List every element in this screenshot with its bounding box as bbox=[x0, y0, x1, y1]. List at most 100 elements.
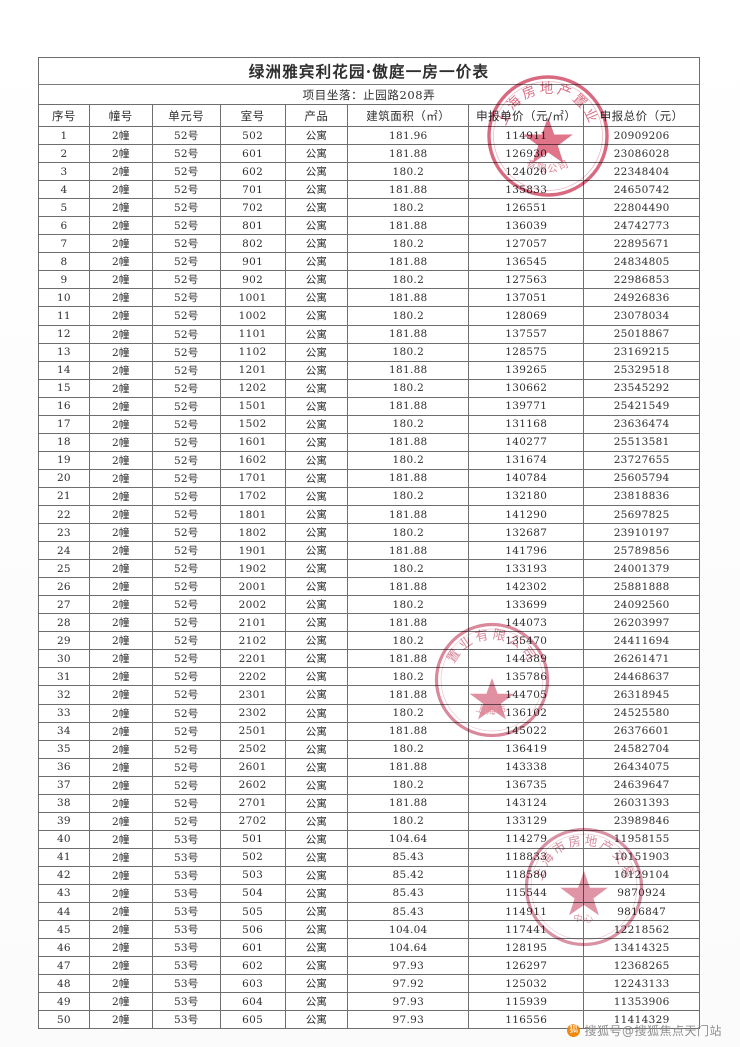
cell-product: 公寓 bbox=[284, 162, 349, 182]
table-body: 1 2幢 52号 502 公寓 181.96 114911 20909206 2 2幢 52号 601… bbox=[38, 125, 700, 1030]
cell-building: 2幢 bbox=[88, 523, 153, 543]
cell-area: 180.2 bbox=[347, 775, 470, 795]
cell-room: 2301 bbox=[219, 685, 286, 705]
cell-unitprice: 140784 bbox=[468, 468, 585, 488]
cell-seq: 46 bbox=[38, 938, 90, 958]
cell-seq: 32 bbox=[38, 685, 90, 705]
cell-room: 602 bbox=[219, 956, 286, 976]
cell-area: 180.2 bbox=[347, 234, 470, 254]
cell-seq: 22 bbox=[38, 504, 90, 525]
cell-seq: 12 bbox=[38, 324, 90, 344]
cell-unitprice: 118580 bbox=[468, 865, 585, 885]
cell-seq: 19 bbox=[38, 450, 90, 470]
cell-unit: 52号 bbox=[151, 667, 221, 687]
cell-building: 2幢 bbox=[88, 631, 153, 651]
cell-seq: 30 bbox=[38, 649, 90, 669]
cell-unitprice: 117441 bbox=[468, 920, 585, 940]
cell-room: 2601 bbox=[219, 757, 286, 777]
cell-unitprice: 125032 bbox=[468, 974, 585, 994]
table-row: 42 2幢 53号 503 公寓 85.42 118580 10129104 bbox=[38, 865, 700, 885]
cell-totalprice: 13414325 bbox=[583, 938, 700, 958]
cell-seq: 29 bbox=[38, 631, 90, 651]
column-header-totalprice: 申报总价（元） bbox=[583, 104, 700, 127]
cell-product: 公寓 bbox=[284, 992, 349, 1012]
cell-room: 601 bbox=[219, 938, 286, 958]
cell-unit: 52号 bbox=[151, 288, 221, 308]
cell-seq: 49 bbox=[38, 992, 90, 1012]
cell-building: 2幢 bbox=[88, 162, 153, 182]
cell-room: 2702 bbox=[219, 811, 286, 831]
cell-unit: 52号 bbox=[151, 757, 221, 777]
cell-room: 2002 bbox=[219, 595, 286, 615]
cell-product: 公寓 bbox=[284, 631, 349, 651]
cell-unitprice: 141290 bbox=[468, 504, 585, 525]
cell-product: 公寓 bbox=[284, 883, 349, 904]
cell-area: 85.43 bbox=[347, 902, 470, 922]
cell-building: 2幢 bbox=[88, 883, 153, 904]
project-location: 项目坐落：止园路208弄 bbox=[38, 84, 700, 105]
cell-unitprice: 137051 bbox=[468, 288, 585, 308]
cell-seq: 10 bbox=[38, 288, 90, 308]
cell-room: 506 bbox=[219, 920, 286, 940]
cell-seq: 50 bbox=[38, 1010, 90, 1030]
cell-totalprice: 26318945 bbox=[583, 685, 700, 705]
table-row: 33 2幢 52号 2302 公寓 180.2 136102 24525580 bbox=[38, 703, 700, 723]
cell-seq: 38 bbox=[38, 793, 90, 813]
cell-building: 2幢 bbox=[88, 739, 153, 759]
cell-totalprice: 24639647 bbox=[583, 775, 700, 795]
cell-room: 2501 bbox=[219, 721, 286, 741]
cell-unitprice: 132180 bbox=[468, 486, 585, 506]
cell-area: 181.88 bbox=[347, 396, 470, 416]
cell-area: 181.88 bbox=[347, 721, 470, 741]
cell-unit: 53号 bbox=[151, 865, 221, 885]
cell-unit: 52号 bbox=[151, 414, 221, 434]
cell-area: 85.42 bbox=[347, 865, 470, 885]
cell-seq: 28 bbox=[38, 613, 90, 633]
table-header-row: 序号 幢号 单元号 室号 产品 建筑面积（㎡） 申报单价（元/㎡） 申报总价（元） bbox=[38, 104, 700, 127]
cell-building: 2幢 bbox=[88, 234, 153, 254]
table-row: 22 2幢 52号 1801 公寓 181.88 141290 25697825 bbox=[38, 504, 700, 525]
table-row: 38 2幢 52号 2701 公寓 181.88 143124 26031393 bbox=[38, 793, 700, 813]
cell-totalprice: 25605794 bbox=[583, 468, 700, 488]
cell-unit: 52号 bbox=[151, 595, 221, 615]
cell-product: 公寓 bbox=[284, 144, 349, 164]
cell-unit: 52号 bbox=[151, 306, 221, 326]
cell-product: 公寓 bbox=[284, 703, 349, 723]
cell-unitprice: 142302 bbox=[468, 577, 585, 597]
cell-room: 1101 bbox=[219, 324, 286, 344]
cell-product: 公寓 bbox=[284, 865, 349, 885]
cell-totalprice: 22804490 bbox=[583, 198, 700, 218]
cell-building: 2幢 bbox=[88, 432, 153, 452]
table-row: 4 2幢 52号 701 公寓 181.88 135833 24650742 bbox=[38, 180, 700, 200]
cell-product: 公寓 bbox=[284, 1010, 349, 1030]
table-row: 28 2幢 52号 2101 公寓 181.88 144073 26203997 bbox=[38, 613, 700, 633]
cell-area: 181.88 bbox=[347, 613, 470, 633]
cell-area: 180.2 bbox=[347, 739, 470, 759]
cell-unit: 52号 bbox=[151, 739, 221, 759]
table-row: 48 2幢 53号 603 公寓 97.92 125032 12243133 bbox=[38, 974, 700, 994]
cell-product: 公寓 bbox=[284, 342, 349, 362]
cell-totalprice: 12368265 bbox=[583, 956, 700, 976]
cell-building: 2幢 bbox=[88, 1010, 153, 1030]
cell-area: 180.2 bbox=[347, 595, 470, 615]
footer-watermark-text: 搜狐号@搜狐焦点天门站 bbox=[584, 1024, 722, 1038]
cell-unitprice: 128195 bbox=[468, 938, 585, 958]
cell-unit: 53号 bbox=[151, 920, 221, 940]
cell-room: 1901 bbox=[219, 541, 286, 561]
cell-totalprice: 24468637 bbox=[583, 667, 700, 687]
cell-unitprice: 141796 bbox=[468, 541, 585, 561]
cell-building: 2幢 bbox=[88, 685, 153, 705]
cell-unitprice: 131674 bbox=[468, 450, 585, 470]
cell-unit: 52号 bbox=[151, 523, 221, 543]
cell-unitprice: 137557 bbox=[468, 324, 585, 344]
cell-room: 1801 bbox=[219, 504, 286, 525]
cell-area: 180.2 bbox=[347, 378, 470, 398]
cell-area: 180.2 bbox=[347, 811, 470, 831]
cell-room: 502 bbox=[219, 847, 286, 867]
cell-seq: 34 bbox=[38, 721, 90, 741]
table-row: 29 2幢 52号 2102 公寓 180.2 135470 24411694 bbox=[38, 631, 700, 651]
cell-area: 180.2 bbox=[347, 270, 470, 290]
cell-room: 1902 bbox=[219, 559, 286, 579]
cell-seq: 47 bbox=[38, 956, 90, 976]
